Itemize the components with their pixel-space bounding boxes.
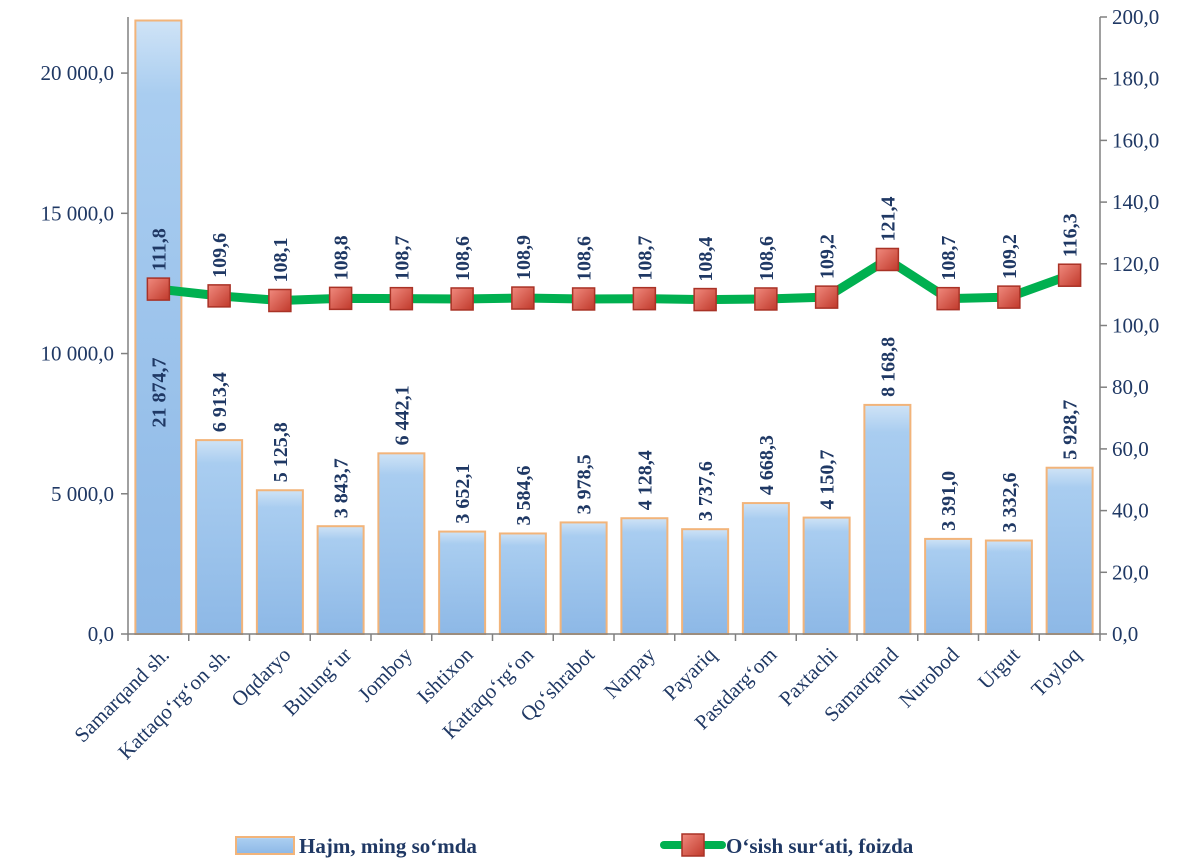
growth-marker (693, 287, 717, 312)
bar-value-label: 3 978,5 (574, 454, 596, 514)
growth-value-label: 121,4 (877, 196, 899, 241)
growth-value-label: 108,4 (695, 237, 717, 282)
growth-marker (997, 285, 1021, 309)
bar-value-label: 6 913,4 (209, 372, 231, 432)
category-label: Toyloq (1026, 642, 1085, 701)
growth-marker (875, 247, 900, 272)
growth-value-label: 108,7 (938, 236, 960, 281)
y-right-tick-label: 40,0 (1112, 499, 1149, 523)
y-right-tick-label: 60,0 (1112, 437, 1149, 461)
legend-bar-label: Hajm, ming so‘mda (299, 834, 477, 858)
category-label: Kattaqo‘rg‘on sh. (113, 643, 234, 764)
bar (498, 532, 547, 635)
bar-value-label: 3 332,6 (999, 473, 1021, 533)
growth-marker (389, 286, 414, 311)
bars-layer (134, 19, 1094, 636)
y-left-tick-label: 10 000,0 (41, 342, 115, 366)
bar-value-label: 3 737,6 (695, 461, 717, 521)
bar (620, 517, 669, 636)
growth-marker (1057, 263, 1082, 287)
bar (134, 19, 183, 635)
growth-marker (450, 287, 474, 311)
bar-value-label: 6 442,1 (391, 385, 413, 445)
growth-marker (146, 277, 171, 301)
growth-value-label: 108,8 (331, 235, 353, 280)
y-right-tick-label: 100,0 (1112, 314, 1159, 338)
bar (559, 521, 608, 635)
y-right-tick-label: 20,0 (1112, 560, 1149, 584)
growth-marker (328, 286, 353, 311)
line-layer (146, 247, 1082, 313)
growth-value-label: 108,9 (513, 235, 535, 280)
bar (316, 525, 365, 635)
bar-value-label: 4 128,4 (634, 450, 656, 510)
y-left-tick-label: 0,0 (88, 622, 114, 646)
y-right-tick-label: 140,0 (1112, 190, 1159, 214)
bar-value-label: 5 928,7 (1060, 400, 1082, 460)
y-left-tick-label: 20 000,0 (41, 61, 115, 85)
growth-marker (632, 286, 657, 311)
y-right-tick-label: 120,0 (1112, 252, 1159, 276)
bar-value-label: 5 125,8 (270, 422, 292, 482)
growth-value-label: 108,6 (574, 236, 596, 281)
category-label: Narpay (599, 642, 660, 703)
growth-marker (571, 287, 596, 311)
growth-value-label: 108,1 (270, 238, 292, 283)
legend: Hajm, ming so‘mda O‘sish sur‘ati, foizda (235, 833, 914, 858)
y-right-tick-label: 0,0 (1112, 622, 1138, 646)
bar-value-label: 4 150,7 (817, 450, 839, 510)
bar (377, 452, 426, 635)
bar-value-label: 3 391,0 (938, 471, 960, 531)
growth-value-label: 109,2 (999, 234, 1021, 279)
legend-marker-icon (681, 833, 705, 857)
legend-line-label: O‘sish sur‘ati, foizda (726, 834, 914, 858)
bar (741, 502, 790, 635)
bar-value-label: 3 652,1 (452, 464, 474, 524)
bar (924, 537, 973, 636)
growth-value-label: 109,6 (209, 233, 231, 278)
category-label: Jomboy (353, 642, 417, 706)
bar-value-label: 3 584,6 (513, 465, 535, 525)
y-left-tick-label: 15 000,0 (41, 201, 115, 225)
legend-bar-swatch (235, 836, 295, 855)
bar (984, 539, 1033, 635)
growth-marker (268, 288, 292, 313)
y-right-tick-label: 180,0 (1112, 67, 1159, 91)
y-left-tick-label: 5 000,0 (51, 482, 114, 506)
growth-marker (936, 286, 960, 311)
bar (681, 528, 730, 635)
bar (438, 530, 487, 635)
growth-marker (511, 286, 535, 310)
growth-marker (207, 284, 231, 308)
growth-value-label: 108,6 (756, 236, 778, 281)
growth-value-label: 108,7 (634, 236, 656, 281)
bar (255, 489, 304, 635)
growth-marker (814, 285, 839, 309)
growth-value-label: 111,8 (148, 228, 170, 271)
bar (863, 403, 912, 635)
labels-layer: 21 874,7 6 913,4 5 125,8 3 843,7 6 442,1 3 65… (148, 196, 1081, 532)
growth-line (153, 254, 1075, 306)
growth-marker (754, 287, 778, 311)
y-right-tick-label: 160,0 (1112, 128, 1159, 152)
bar (195, 439, 244, 636)
growth-value-label: 116,3 (1060, 213, 1082, 257)
y-right-tick-label: 80,0 (1112, 375, 1149, 399)
y-right-tick-label: 200,0 (1112, 5, 1159, 29)
category-label: Nurobod (894, 642, 964, 712)
bar-value-label: 21 874,7 (148, 358, 170, 428)
bar-value-label: 8 168,8 (877, 337, 899, 397)
category-label: Urgut (973, 642, 1024, 693)
bar (802, 516, 851, 636)
bar (1045, 466, 1094, 636)
growth-value-label: 108,7 (391, 236, 413, 281)
growth-value-label: 108,6 (452, 236, 474, 281)
bar-value-label: 4 668,3 (756, 435, 778, 495)
growth-value-label: 109,2 (817, 234, 839, 279)
bar-value-label: 3 843,7 (331, 458, 353, 518)
